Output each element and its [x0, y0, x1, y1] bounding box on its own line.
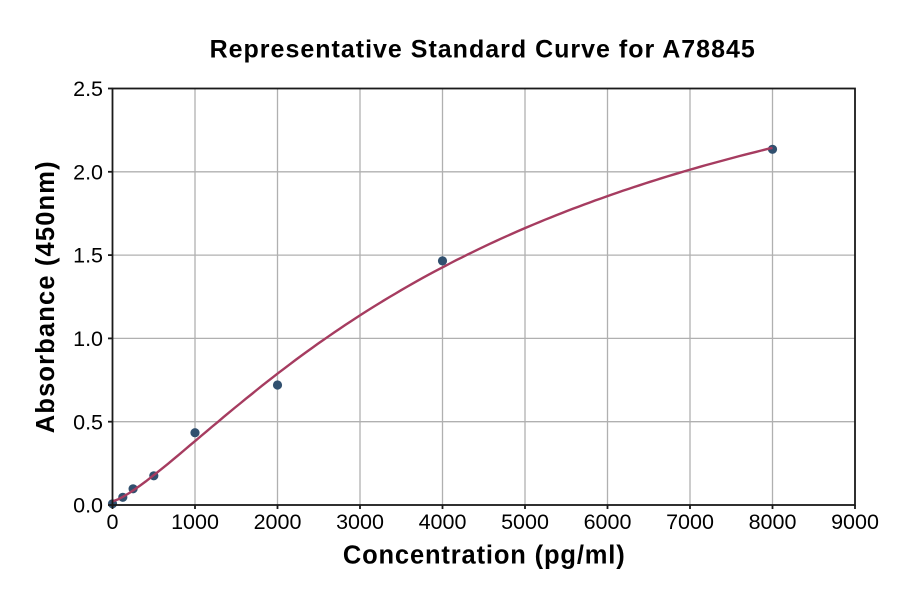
svg-text:2.5: 2.5	[73, 77, 103, 101]
svg-text:3000: 3000	[336, 510, 384, 534]
svg-text:1.5: 1.5	[73, 244, 103, 268]
svg-text:0: 0	[107, 510, 119, 534]
svg-text:0.0: 0.0	[73, 494, 103, 518]
svg-text:0.5: 0.5	[73, 410, 103, 434]
svg-text:1000: 1000	[171, 510, 219, 534]
svg-text:Representative Standard Curve: Representative Standard Curve for A78845	[210, 36, 756, 64]
svg-text:9000: 9000	[831, 510, 879, 534]
svg-text:Absorbance (450nm): Absorbance (450nm)	[32, 160, 60, 433]
svg-text:2000: 2000	[254, 510, 302, 534]
svg-text:4000: 4000	[419, 510, 467, 534]
svg-text:1.0: 1.0	[73, 327, 103, 351]
svg-text:7000: 7000	[666, 510, 714, 534]
svg-text:Concentration (pg/ml): Concentration (pg/ml)	[343, 542, 626, 570]
svg-text:2.0: 2.0	[73, 160, 103, 184]
svg-text:8000: 8000	[749, 510, 797, 534]
svg-text:5000: 5000	[501, 510, 549, 534]
svg-text:6000: 6000	[584, 510, 632, 534]
